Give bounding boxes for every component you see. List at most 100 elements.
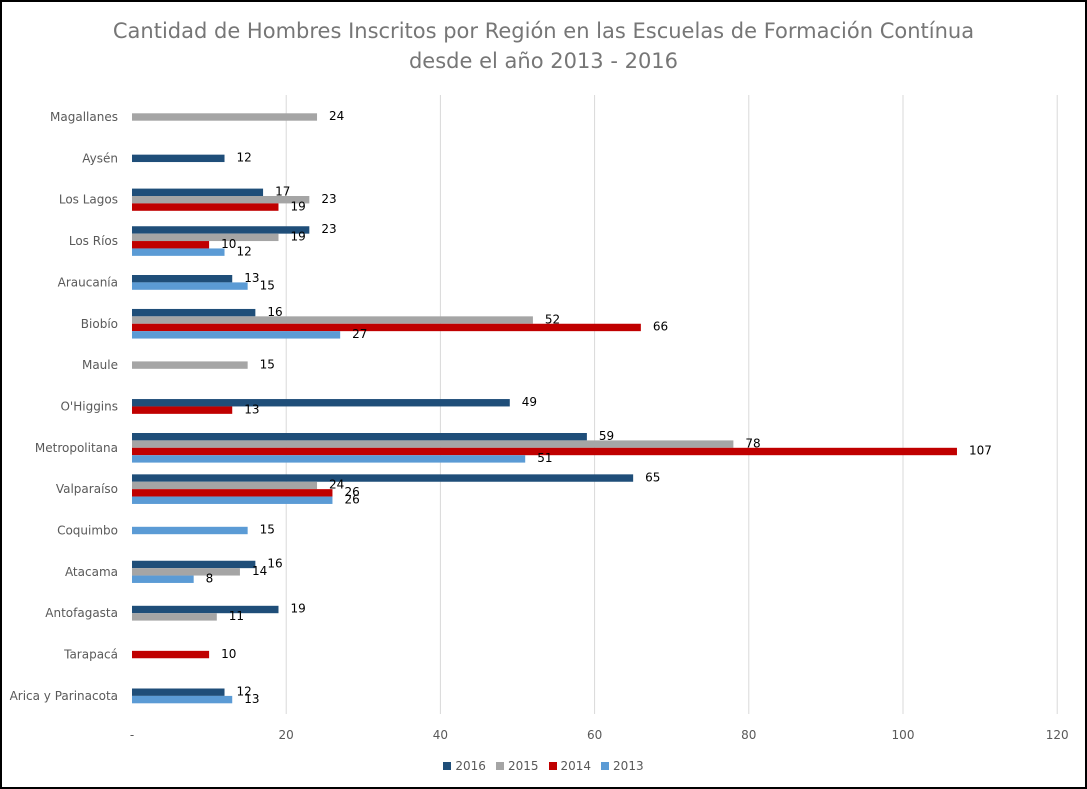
bar-2013 bbox=[132, 695, 233, 704]
bar-2013 bbox=[132, 526, 248, 535]
data-label: 13 bbox=[244, 402, 259, 416]
category-label: Los Ríos bbox=[69, 234, 118, 248]
bar-2014 bbox=[132, 650, 210, 659]
data-label: 26 bbox=[344, 492, 359, 506]
data-label: 24 bbox=[329, 478, 344, 492]
x-tick-label: 80 bbox=[741, 728, 756, 742]
bar-2015 bbox=[132, 440, 734, 448]
bar-2013 bbox=[132, 496, 333, 504]
data-label: 12 bbox=[237, 244, 252, 258]
data-label: 15 bbox=[260, 278, 275, 292]
bar-2014 bbox=[132, 241, 210, 249]
legend-swatch bbox=[548, 762, 557, 770]
chart-title-line1: Cantidad de Hombres Inscritos por Región… bbox=[112, 19, 975, 43]
chart-legend: 2016 2015 2014 2013 bbox=[2, 759, 1085, 773]
bar-2014 bbox=[132, 406, 233, 414]
category-label: Maule bbox=[82, 358, 118, 372]
legend-label: 2013 bbox=[613, 759, 644, 773]
bar-2016 bbox=[132, 188, 264, 196]
data-label: 8 bbox=[206, 571, 214, 585]
bar-2016 bbox=[132, 226, 310, 234]
data-label: 26 bbox=[344, 485, 359, 499]
bar-2014 bbox=[132, 489, 333, 497]
data-label: 10 bbox=[221, 237, 236, 251]
data-label: 23 bbox=[321, 222, 336, 236]
x-tick-label: 60 bbox=[587, 728, 602, 742]
bar-2015 bbox=[132, 568, 240, 576]
bar-2015 bbox=[132, 196, 310, 204]
data-label: 65 bbox=[645, 470, 660, 484]
legend-swatch bbox=[495, 762, 504, 770]
data-label: 59 bbox=[599, 429, 614, 443]
x-tick-label: 40 bbox=[433, 728, 448, 742]
legend-item-2016: 2016 bbox=[443, 759, 486, 773]
data-label: 52 bbox=[545, 312, 560, 326]
category-label: Arica y Parinacota bbox=[10, 689, 118, 703]
data-label: 16 bbox=[267, 305, 282, 319]
category-label: Magallanes bbox=[50, 110, 118, 124]
x-tick-label: 100 bbox=[892, 728, 915, 742]
bar-2014 bbox=[132, 447, 957, 456]
category-label: Biobío bbox=[81, 317, 118, 331]
bar-2014 bbox=[132, 323, 641, 332]
legend-swatch bbox=[601, 762, 610, 770]
data-label: 78 bbox=[745, 436, 760, 450]
bar-2016 bbox=[132, 560, 256, 569]
x-tick-label: 120 bbox=[1046, 728, 1069, 742]
x-tick-label: 20 bbox=[279, 728, 294, 742]
data-label: 17 bbox=[275, 185, 290, 199]
data-label: 66 bbox=[653, 320, 668, 334]
data-label: 23 bbox=[321, 192, 336, 206]
data-label: 13 bbox=[244, 692, 259, 706]
data-label: 107 bbox=[969, 444, 992, 458]
category-label: Valparaíso bbox=[56, 482, 118, 496]
bar-2013 bbox=[132, 248, 225, 256]
data-label: 15 bbox=[260, 357, 275, 371]
bar-2016 bbox=[132, 688, 225, 696]
category-label: Coquimbo bbox=[57, 524, 118, 538]
data-label: 12 bbox=[237, 684, 252, 698]
bar-2013 bbox=[132, 331, 341, 339]
bar-2015 bbox=[132, 113, 318, 121]
data-label: 14 bbox=[252, 564, 267, 578]
data-label: 27 bbox=[352, 327, 367, 341]
category-label: Aysén bbox=[82, 151, 118, 165]
data-label: 51 bbox=[537, 451, 552, 465]
category-label: Araucanía bbox=[58, 275, 118, 289]
data-label: 15 bbox=[260, 523, 275, 537]
legend-item-2014: 2014 bbox=[548, 759, 592, 773]
category-label: O'Higgins bbox=[60, 399, 118, 413]
chart-title: Cantidad de Hombres Inscritos por Región… bbox=[2, 16, 1085, 76]
legend-swatch bbox=[443, 762, 452, 770]
category-label: Tarapacá bbox=[63, 648, 118, 662]
bar-2015 bbox=[132, 361, 248, 369]
bar-2013 bbox=[132, 455, 526, 463]
bar-2013 bbox=[132, 282, 248, 290]
data-label: 24 bbox=[329, 109, 344, 123]
legend-label: 2015 bbox=[507, 759, 539, 773]
legend-label: 2014 bbox=[560, 759, 592, 773]
bar-2016 bbox=[132, 474, 634, 482]
legend-label: 2016 bbox=[455, 759, 486, 773]
data-label: 19 bbox=[290, 199, 305, 213]
category-label: Antofagasta bbox=[45, 606, 118, 620]
bar-2016 bbox=[132, 275, 233, 283]
data-label: 11 bbox=[229, 609, 244, 623]
category-label: Los Lagos bbox=[59, 193, 118, 207]
bar-2016 bbox=[132, 605, 279, 614]
legend-item-2013: 2013 bbox=[601, 759, 644, 773]
category-label: Metropolitana bbox=[35, 441, 118, 455]
bar-2015 bbox=[132, 233, 279, 242]
chart-title-line2: desde el año 2013 - 2016 bbox=[408, 49, 679, 73]
data-label: 19 bbox=[290, 230, 305, 244]
bar-2015 bbox=[132, 481, 318, 490]
x-tick-label: - bbox=[130, 728, 134, 742]
data-label: 13 bbox=[244, 271, 259, 285]
bar-2015 bbox=[132, 613, 217, 621]
category-label: Atacama bbox=[65, 565, 118, 579]
bar-2016 bbox=[132, 433, 587, 441]
bar-2015 bbox=[132, 316, 533, 324]
data-label: 16 bbox=[267, 557, 282, 571]
